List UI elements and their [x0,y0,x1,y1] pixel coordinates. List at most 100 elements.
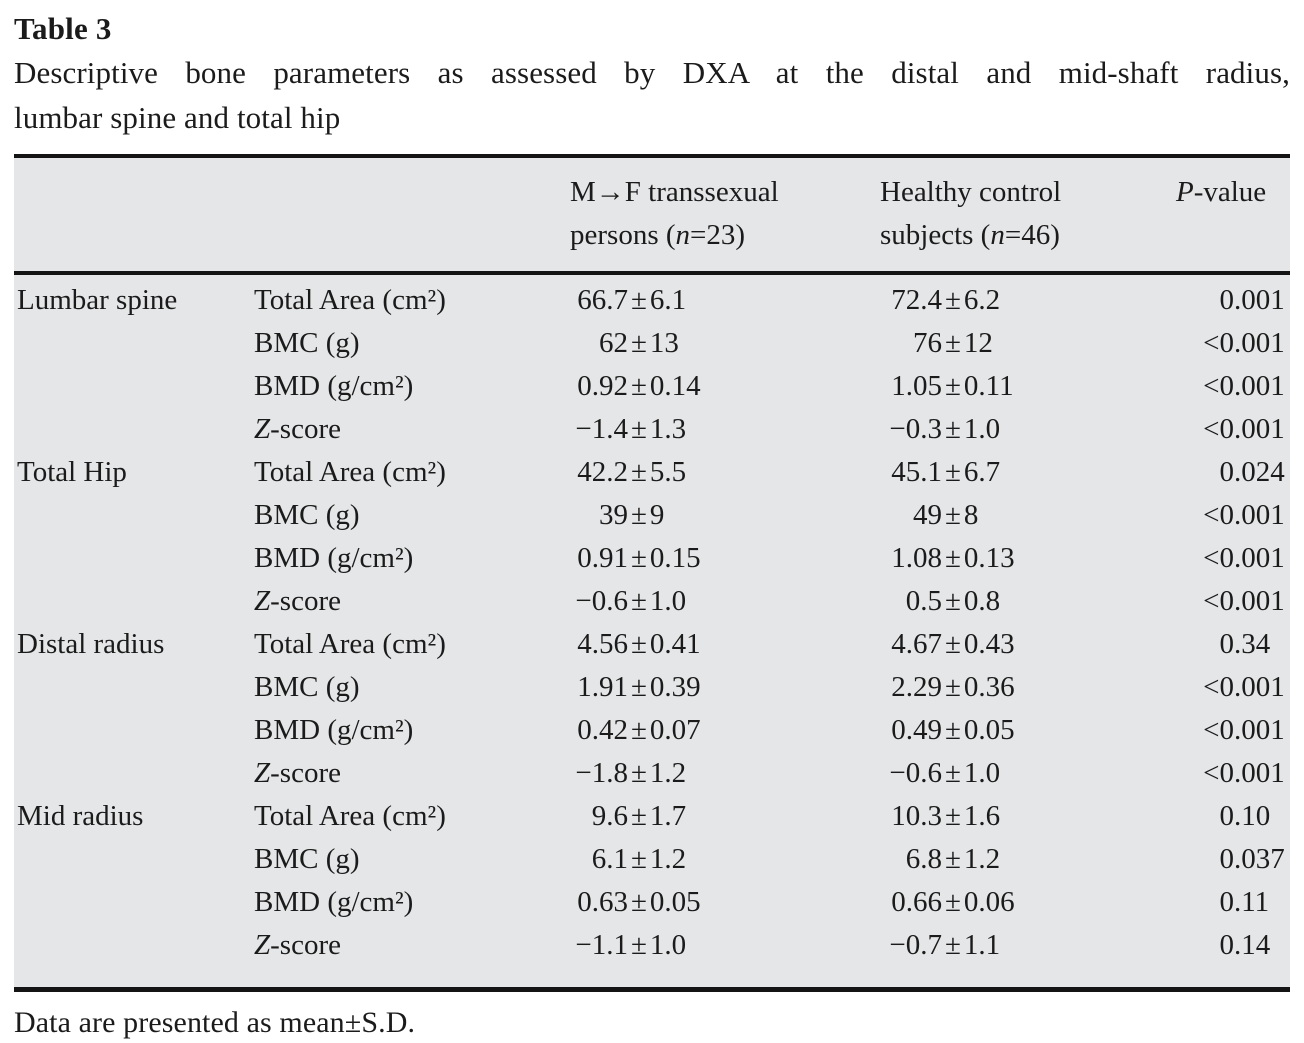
row-group-label [14,924,254,967]
value-transsexual: 42.2 ±5.5 [570,451,880,494]
parameter-text: BMC (g) [254,843,360,875]
value-sd: 0.13 [963,542,1015,574]
value-control: 4.67 ±0.43 [880,623,1176,666]
value-control: 2.29 ±0.36 [880,666,1176,709]
header-transsexual-line1: M→F transsexual [570,176,779,208]
plus-minus-sign: ± [631,757,647,789]
value-transsexual: 1.91 ±0.39 [570,666,880,709]
value-mean: −0.3 [889,413,942,445]
row-parameter-label: Z-score [254,752,570,795]
value-mean: 0.63 [577,886,628,918]
pvalue-decimal-part: .001 [1234,757,1285,789]
plus-minus-sign: ± [631,499,647,531]
value-mean: 66.7 [577,284,628,316]
pvalue-decimal-part: .11 [1234,886,1270,918]
row-parameter-label: Total Area (cm²) [254,451,570,494]
parameter-text: BMD (g/cm²) [254,542,414,574]
plus-minus-sign: ± [945,499,961,531]
value-sd: 0.11 [963,370,1014,402]
value-sd: 1.6 [963,800,1001,832]
value-control: 0.49 ±0.05 [880,709,1176,752]
pvalue-decimal-part: .001 [1234,327,1285,359]
row-parameter-label: BMC (g) [254,322,570,365]
pvalue-integer-part: 0 [1219,886,1235,918]
value-pvalue: 0.037 [1176,838,1290,881]
value-pvalue: <0.001 [1176,322,1290,365]
value-sd: 0.05 [649,886,701,918]
value-pvalue: <0.001 [1176,408,1290,451]
header-empty-group [14,171,254,257]
caption-line-1: Descriptive bone parameters as assessed … [14,55,1290,90]
value-sd: 13 [649,327,679,359]
value-pvalue: 0.10 [1176,795,1290,838]
parameter-italic-prefix: Z [254,757,271,789]
plus-minus-sign: ± [631,456,647,488]
parameter-italic-prefix: Z [254,413,271,445]
table-number: Table 3 [14,11,112,46]
parameter-text: Total Area (cm²) [254,800,446,832]
value-pvalue: <0.001 [1176,709,1290,752]
row-group-label [14,666,254,709]
value-sd: 0.05 [963,714,1015,746]
row-group-label [14,752,254,795]
value-control: 10.3 ±1.6 [880,795,1176,838]
pvalue-integer-part: 0 [1219,456,1235,488]
parameter-text: BMD (g/cm²) [254,714,414,746]
value-mean: 0.66 [891,886,942,918]
header-control-line2-post: =46) [1004,219,1060,251]
table-row: Lumbar spine Total Area (cm²) 66.7 ±6.1 7… [14,279,1290,322]
value-sd: 1.1 [963,929,1001,961]
value-transsexual: −1.8 ±1.2 [570,752,880,795]
row-group-label [14,709,254,752]
value-mean: 10.3 [891,800,942,832]
parameter-text: Total Area (cm²) [254,284,446,316]
plus-minus-sign: ± [945,413,961,445]
pvalue-decimal-part: .037 [1234,843,1285,875]
row-group-label: Lumbar spine [17,284,178,316]
value-sd: 0.41 [649,628,701,660]
parameter-text: BMC (g) [254,499,360,531]
pvalue-integer-part: <0 [1203,370,1234,402]
value-mean: 39 [599,499,628,531]
parameter-italic-prefix: Z [254,929,271,961]
value-mean: −1.1 [575,929,628,961]
value-mean: 0.42 [577,714,628,746]
value-control: 6.8 ±1.2 [880,838,1176,881]
header-pvalue: P-value [1176,171,1290,257]
pvalue-integer-part: 0 [1219,800,1235,832]
header-transsexual-line2-post: =23) [690,219,746,251]
pvalue-decimal-part: .001 [1234,284,1285,316]
pvalue-integer-part: 0 [1219,843,1235,875]
header-pvalue-suffix: -value [1193,176,1267,208]
value-pvalue: <0.001 [1176,580,1290,623]
plus-minus-sign: ± [631,714,647,746]
value-pvalue: <0.001 [1176,365,1290,408]
value-sd: 1.0 [963,757,1001,789]
table-row: Z-score −1.4 ±1.3 −0.3 ±1.0 <0.001 [14,408,1290,451]
plus-minus-sign: ± [945,284,961,316]
table-row: Z-score −0.6 ±1.0 0.5 ±0.8 <0.001 [14,580,1290,623]
value-sd: 1.7 [649,800,687,832]
value-mean: 6.8 [905,843,942,875]
table-row: BMC (g) 1.91 ±0.39 2.29 ±0.36 <0.001 [14,666,1290,709]
value-control: 76 ±12 [880,322,1176,365]
value-transsexual: −1.4 ±1.3 [570,408,880,451]
value-sd: 0.8 [963,585,1001,617]
value-control: −0.3 ±1.0 [880,408,1176,451]
pvalue-integer-part: <0 [1203,327,1234,359]
value-sd: 0.39 [649,671,701,703]
value-sd: 6.2 [963,284,1001,316]
value-pvalue: 0.34 [1176,623,1290,666]
pvalue-decimal-part: .001 [1234,585,1285,617]
pvalue-integer-part: <0 [1203,499,1234,531]
value-mean: 1.91 [577,671,628,703]
value-mean: 4.56 [577,628,628,660]
row-group-label [14,365,254,408]
value-sd: 0.43 [963,628,1015,660]
value-pvalue: 0.024 [1176,451,1290,494]
row-parameter-label: Total Area (cm²) [254,795,570,838]
value-mean: 9.6 [591,800,628,832]
value-transsexual: 39 ±9 [570,494,880,537]
value-transsexual: 0.91 ±0.15 [570,537,880,580]
